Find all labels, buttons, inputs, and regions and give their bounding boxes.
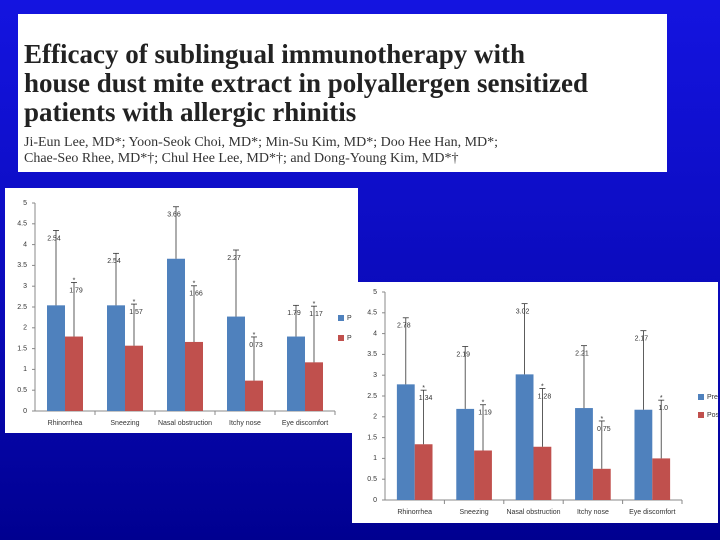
y-tick-label: 5	[373, 289, 377, 296]
y-tick-label: 4	[373, 330, 377, 337]
legend-swatch	[338, 315, 344, 321]
annotation: *	[541, 383, 544, 390]
y-tick-label: 3.5	[17, 262, 27, 269]
y-tick-label: 4	[23, 241, 27, 248]
x-tick-label: Itchy nose	[577, 509, 609, 516]
y-tick-label: 1.5	[17, 345, 27, 352]
bar	[125, 345, 143, 411]
bar	[396, 384, 415, 500]
annotation: *	[422, 385, 425, 392]
annotation: *	[660, 395, 663, 402]
data-label: 1.66	[189, 291, 203, 298]
bar	[185, 341, 203, 411]
y-tick-label: 4.5	[17, 221, 27, 228]
annotation: *	[600, 416, 603, 423]
x-tick-label: Eye discomfort	[629, 509, 675, 516]
legend-swatch	[698, 412, 704, 418]
y-tick-label: 0	[23, 408, 27, 415]
y-tick-label: 1.5	[367, 434, 377, 441]
x-tick-label: Eye discomfort	[282, 420, 328, 427]
y-tick-label: 5	[23, 200, 27, 207]
chart: 0 0.5 1 1.5 2 2.5 3 3.5 4 4.5 5 Rhinorrhea 2.78 1.34 *…	[352, 282, 718, 523]
x-tick-label: Rhinorrhea	[397, 509, 432, 516]
data-label: 2.27	[227, 255, 241, 262]
bar	[474, 450, 492, 500]
annotation: *	[133, 299, 136, 306]
data-label: 2.78	[397, 323, 411, 330]
y-tick-label: 0.5	[367, 476, 377, 483]
legend-swatch	[338, 335, 344, 341]
data-label: 3.02	[516, 308, 530, 315]
data-label: 1.79	[287, 310, 301, 317]
bar	[592, 468, 611, 500]
bar	[456, 408, 475, 500]
y-tick-label: 0	[373, 497, 377, 504]
bar	[634, 409, 653, 500]
y-tick-label: 4.5	[367, 310, 377, 317]
legend-label: Pre	[707, 394, 718, 401]
annotation: *	[482, 400, 485, 407]
data-label: 3.66	[167, 212, 181, 219]
y-tick-label: 2	[373, 414, 377, 421]
x-tick-label: Nasal obstruction	[158, 420, 212, 427]
bar	[575, 408, 593, 500]
bar	[305, 362, 323, 411]
data-label: 2.54	[107, 258, 121, 265]
title-line: patients with allergic rhinitis	[24, 97, 357, 127]
annotation: *	[73, 277, 76, 284]
paper-header: Efficacy of sublingual immunotherapy wit…	[18, 14, 667, 172]
bar	[245, 380, 263, 411]
data-label: 2.54	[47, 235, 61, 242]
y-tick-label: 3	[373, 372, 377, 379]
legend-label: Post	[707, 412, 718, 419]
legend-swatch	[698, 394, 704, 400]
data-label: 1.57	[129, 309, 143, 316]
x-tick-label: Rhinorrhea	[48, 420, 83, 427]
data-label: 1.17	[309, 311, 323, 318]
bar	[47, 305, 65, 411]
bar	[227, 316, 245, 411]
x-tick-label: Sneezing	[459, 509, 488, 516]
title-line: house dust mite extract in polyallergen …	[24, 68, 588, 98]
bar	[167, 258, 185, 411]
bar	[515, 374, 534, 500]
bar	[287, 336, 305, 411]
data-label: 2.19	[456, 351, 470, 358]
author-line: Ji-Eun Lee, MD*; Yoon-Seok Choi, MD*; Mi…	[24, 135, 499, 150]
data-label: 1.28	[538, 393, 552, 400]
y-tick-label: 1	[373, 455, 377, 462]
data-label: 0.73	[249, 342, 263, 349]
data-label: 1.34	[419, 395, 433, 402]
data-label: 1.19	[478, 410, 492, 417]
bar	[533, 446, 552, 500]
y-tick-label: 2.5	[17, 304, 27, 311]
data-label: 2.17	[635, 336, 649, 343]
bar	[414, 444, 433, 500]
annotation: *	[193, 281, 196, 288]
y-tick-label: 3	[23, 283, 27, 290]
y-tick-label: 0.5	[17, 387, 27, 394]
annotation: *	[313, 301, 316, 308]
data-label: 0.75	[597, 426, 611, 433]
y-tick-label: 2.5	[367, 393, 377, 400]
y-tick-label: 1	[23, 366, 27, 373]
annotation: *	[253, 332, 256, 339]
x-tick-label: Nasal obstruction	[506, 509, 560, 516]
data-label: 1.0	[658, 405, 668, 412]
title-line: Efficacy of sublingual immunotherapy wit…	[24, 39, 526, 69]
x-tick-label: Itchy nose	[229, 420, 261, 427]
bar	[652, 458, 671, 500]
data-label: 2.21	[575, 351, 589, 358]
chart: 0 0.5 1 1.5 2 2.5 3 3.5 4 4.5 5 Rhinorrhea 2.54 1.79 *…	[5, 188, 358, 433]
x-tick-label: Sneezing	[110, 420, 139, 427]
author-line: Chae-Seo Rhee, MD*†; Chul Hee Lee, MD*†;…	[24, 151, 459, 166]
data-label: 1.79	[69, 287, 83, 294]
y-tick-label: 2	[23, 325, 27, 332]
bar	[65, 336, 83, 411]
y-tick-label: 3.5	[367, 351, 377, 358]
bar	[107, 305, 125, 411]
